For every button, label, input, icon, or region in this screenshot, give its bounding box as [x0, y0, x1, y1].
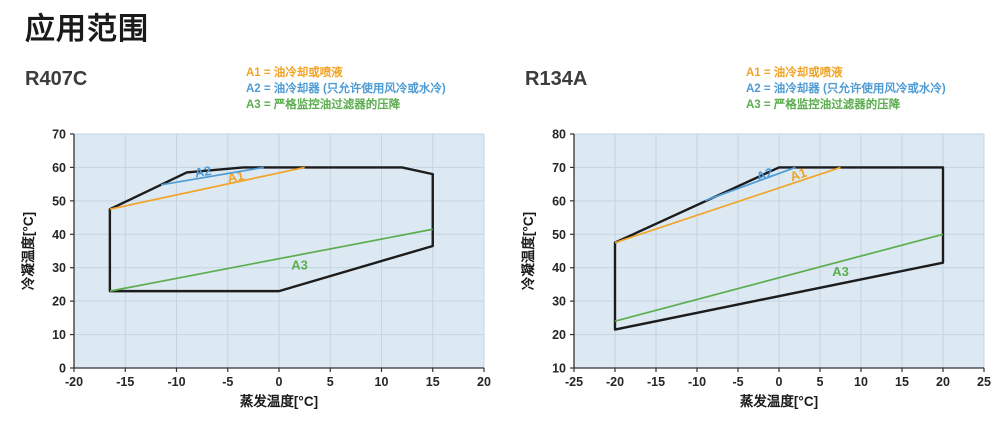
- x-tick-label: 15: [426, 375, 440, 389]
- y-tick-label: 70: [52, 128, 66, 142]
- operating-envelope: [108, 166, 434, 293]
- legend-item-a2: A2 = 油冷却器 (只允许使用风冷或水冷): [246, 83, 446, 95]
- y-tick-label: 30: [52, 261, 66, 275]
- y-tick-label: 20: [552, 328, 566, 342]
- x-tick-label: 5: [817, 375, 824, 389]
- y-axis-label: 冷凝温度[°C]: [20, 212, 36, 290]
- y-tick-label: 30: [552, 295, 566, 309]
- y-tick-label: 10: [52, 328, 66, 342]
- x-tick-label: -25: [565, 375, 583, 389]
- x-tick-label: 25: [977, 375, 991, 389]
- x-tick-label: -10: [688, 375, 706, 389]
- operating-envelope: [613, 166, 945, 331]
- y-tick-label: 70: [552, 161, 566, 175]
- y-tick-label: 20: [52, 295, 66, 309]
- x-tick-label: 0: [776, 375, 783, 389]
- legend-r407c: A1 = 油冷却或喷液 A2 = 油冷却器 (只允许使用风冷或水冷) A3 = …: [246, 65, 446, 113]
- x-tick-label: 0: [276, 375, 283, 389]
- y-tick-label: 80: [552, 128, 566, 142]
- line-label-a3: A3: [832, 264, 849, 279]
- line-label-a2: A2: [754, 165, 775, 185]
- y-tick-label: 60: [552, 194, 566, 208]
- chart-block-r407c: R407C A1 = 油冷却或喷液 A2 = 油冷却器 (只允许使用风冷或水冷)…: [0, 62, 500, 437]
- line-label-a1: A1: [788, 165, 809, 184]
- x-tick-label: 20: [936, 375, 950, 389]
- legend-item-a3: A3 = 严格监控油过滤器的压降: [246, 99, 401, 111]
- chart-block-r134a: R134A A1 = 油冷却或喷液 A2 = 油冷却器 (只允许使用风冷或水冷)…: [500, 62, 1000, 437]
- line-a2: [704, 166, 796, 202]
- x-tick-label: -10: [167, 375, 185, 389]
- x-tick-label: 15: [895, 375, 909, 389]
- line-a2: [160, 166, 264, 186]
- legend-item-a1: A1 = 油冷却或喷液: [746, 67, 843, 79]
- y-tick-label: 10: [552, 362, 566, 376]
- x-tick-label: 20: [477, 375, 491, 389]
- y-axis-label: 冷凝温度[°C]: [520, 212, 536, 290]
- y-tick-label: 60: [52, 161, 66, 175]
- x-tick-label: -15: [647, 375, 665, 389]
- x-tick-label: 10: [854, 375, 868, 389]
- line-a3: [614, 233, 944, 323]
- y-tick-label: 40: [52, 228, 66, 242]
- legend-item-a2: A2 = 油冷却器 (只允许使用风冷或水冷): [746, 83, 946, 95]
- x-tick-label: 5: [327, 375, 334, 389]
- legend-item-a1: A1 = 油冷却或喷液: [246, 67, 343, 79]
- x-tick-label: -20: [606, 375, 624, 389]
- x-tick-label: -5: [222, 375, 233, 389]
- y-tick-label: 40: [552, 261, 566, 275]
- line-a3: [109, 228, 433, 292]
- line-a1: [614, 166, 841, 244]
- x-axis-label: 蒸发温度[°C]: [240, 393, 318, 409]
- page-title: 应用范围: [25, 13, 149, 46]
- line-a1: [109, 166, 305, 211]
- x-tick-label: -5: [732, 375, 743, 389]
- legend-item-a3: A3 = 严格监控油过滤器的压降: [746, 99, 901, 111]
- x-axis-label: 蒸发温度[°C]: [740, 393, 818, 409]
- line-label-a3: A3: [291, 257, 308, 272]
- x-tick-label: 10: [375, 375, 389, 389]
- legend-r134a: A1 = 油冷却或喷液 A2 = 油冷却器 (只允许使用风冷或水冷) A3 = …: [746, 65, 946, 113]
- chart-canvas-r134a: A1 A2 A3 -25 -20 -15 -10 -5 0 5 10 15 20 25 10 20 30 40 50…: [520, 128, 991, 410]
- x-tick-label: -20: [65, 375, 83, 389]
- chart-title-r134a: R134A: [525, 68, 588, 90]
- y-tick-label: 50: [552, 228, 566, 242]
- y-tick-label: 50: [52, 194, 66, 208]
- y-tick-label: 0: [59, 362, 66, 376]
- x-tick-label: -15: [116, 375, 134, 389]
- chart-title-r407c: R407C: [25, 68, 88, 90]
- line-label-a2: A2: [194, 163, 213, 181]
